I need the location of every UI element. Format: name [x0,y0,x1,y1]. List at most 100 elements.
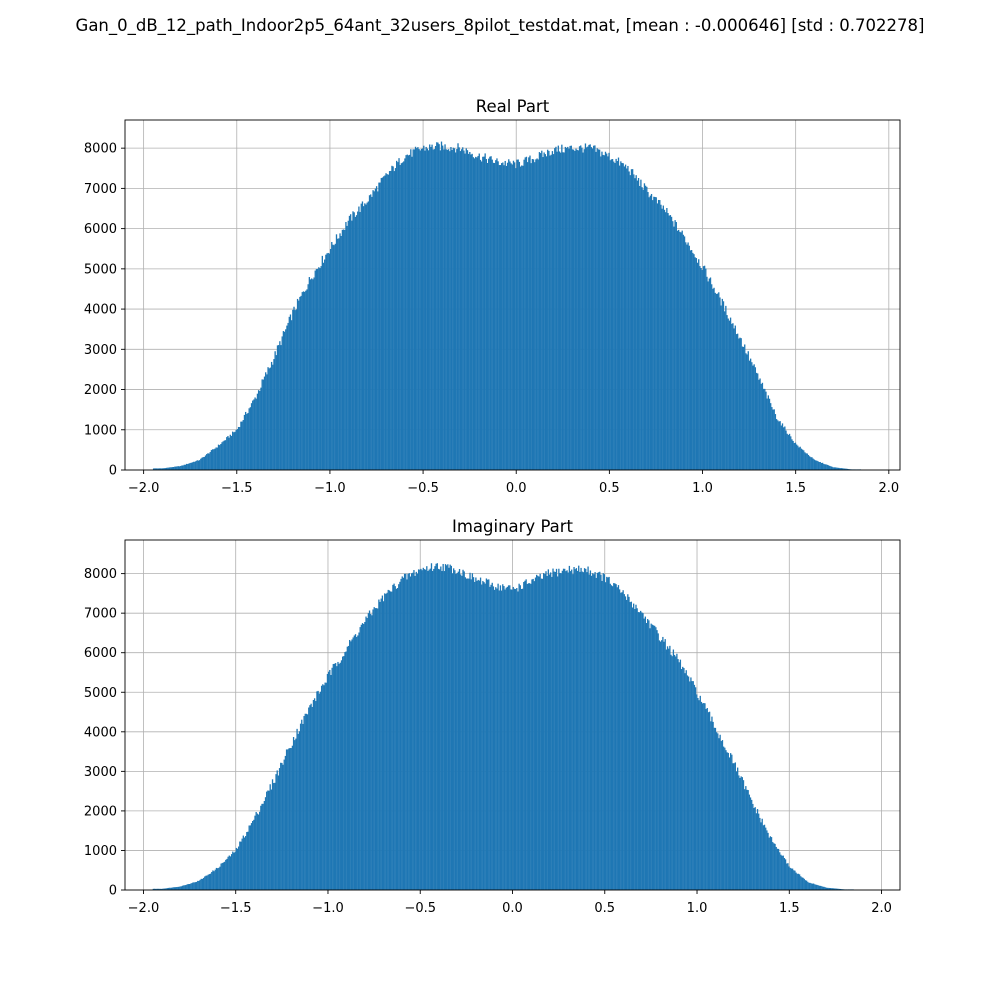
real-part-histogram-bar [681,230,683,470]
imaginary-part-histogram-bar [713,727,715,890]
real-part-histogram-bar [294,310,296,470]
imaginary-part-histogram-bar [739,777,741,890]
imaginary-part-histogram-bar [816,884,818,890]
real-part-histogram-bar [648,197,650,471]
imaginary-part-histogram-bar [559,572,561,890]
real-part-histogram-bar [636,180,639,471]
imaginary-part-histogram-bar [171,887,173,890]
real-part-histogram-bar [719,297,721,470]
imaginary-part-histogram-bar [615,584,617,890]
real-part-histogram-bar [388,171,391,470]
imaginary-part-histogram-bar [295,738,297,890]
imaginary-part-histogram-bar [280,762,282,890]
imaginary-part-histogram-bar [534,577,537,890]
imaginary-part-histogram-bar [327,671,330,890]
real-part-histogram-bar [727,318,729,470]
imaginary-part-histogram-bar [768,837,770,890]
imaginary-part-histogram-bar [493,589,496,890]
imaginary-part-histogram-bar [195,881,198,890]
real-part-histogram-bar [226,437,228,470]
imaginary-part-histogram-bar [288,748,290,890]
imaginary-part-histogram-bar [754,807,756,890]
real-part-histogram-bar [161,468,163,470]
imaginary-part-histogram-bar [800,876,802,890]
imaginary-part-histogram-bar [308,707,310,890]
imaginary-part-histogram-bar [725,750,727,890]
imaginary-part-histogram-bar [625,599,628,890]
imaginary-part-histogram-bar [192,882,194,890]
imaginary-part-histogram-bar [648,620,650,890]
imaginary-part-histogram-bar [694,687,697,890]
imaginary-part-histogram-bar [657,633,659,890]
imaginary-part-histogram-bar [448,567,450,890]
real-part-histogram-bar [449,151,451,470]
real-part-x-tick-label: 2.0 [878,481,899,496]
real-part-histogram-bar [818,462,820,470]
real-part-histogram-bar [503,165,505,470]
real-part-histogram-bar [831,466,833,470]
real-part-histogram-bar [349,214,352,470]
imaginary-part-histogram-bar [220,863,222,890]
imaginary-part-histogram-bar [656,630,658,890]
imaginary-part-histogram-bar [747,790,749,890]
imaginary-part-histogram-bar [722,746,725,890]
imaginary-part-histogram-bar [178,886,180,890]
real-part-histogram-bar [758,379,760,470]
imaginary-part-histogram-bar [797,873,800,890]
imaginary-part-histogram-bar [438,569,441,890]
real-part-histogram-bar [838,467,840,470]
imaginary-part-histogram-bar [734,762,736,890]
real-part-histogram-bar [598,149,601,471]
imaginary-part-histogram-bar [733,763,735,890]
real-part-histogram-bar [427,150,430,471]
real-part-histogram-bar [367,201,370,471]
real-part-histogram-bar [816,460,818,470]
imaginary-part-histogram-bar [504,589,506,890]
real-part-histogram-bar [700,268,702,470]
imaginary-part-histogram-bar [620,592,622,890]
imaginary-part-histogram-bar [282,764,284,890]
real-part-histogram-bar [609,160,611,470]
imaginary-part-histogram-bar [455,574,457,890]
real-part-histogram-bar [414,146,417,470]
imaginary-part-histogram-bar [821,886,823,890]
imaginary-part-histogram-bar [812,883,815,890]
real-part-histogram-bar [377,191,379,470]
real-part-histogram-bar [738,338,740,470]
real-part-histogram-bar [162,468,164,470]
real-part-histogram-bar [375,186,378,470]
imaginary-part-histogram-bar [593,574,595,890]
imaginary-part-x-tick-label: 0.5 [594,901,615,916]
real-part-histogram-bar [347,220,349,470]
real-part-histogram-bar [206,454,208,470]
imaginary-part-histogram-bar [406,579,408,890]
real-part-histogram-bar [793,443,795,470]
imaginary-part-histogram-bar [802,877,804,890]
imaginary-part-histogram-bar [684,673,686,890]
imaginary-part-histogram-bar [416,573,419,890]
imaginary-part-histogram-bar [158,888,160,890]
real-part-histogram-bar [780,425,782,470]
real-part-histogram-bar [817,461,819,470]
real-part-histogram-bar [372,190,374,470]
imaginary-part-histogram-bar [781,855,783,890]
imaginary-part-histogram-bar [535,574,538,890]
real-part-histogram-bar [470,154,472,470]
imaginary-part-histogram-bars [152,563,855,890]
real-part-histogram-bar [365,204,367,471]
real-part-axes-frame [124,119,901,471]
real-part-histogram-bar [164,468,167,470]
real-part-histogram-bar [289,314,292,470]
real-part-histogram-bar [647,192,649,471]
real-part-histogram-bar [293,306,295,470]
imaginary-part-histogram-bar [199,879,201,890]
real-part-histogram-bar [529,155,531,470]
imaginary-part-histogram-bar [712,721,714,890]
real-part-histogram-bar [688,245,690,470]
real-part-histogram-bar [313,277,315,470]
real-part-x-tick-label: −2.0 [128,481,160,496]
imaginary-part-histogram-bar [546,575,548,890]
real-part-histogram-bar [766,398,768,470]
real-part-histogram-bar [623,166,626,470]
real-part-histogram-bar [429,144,431,470]
